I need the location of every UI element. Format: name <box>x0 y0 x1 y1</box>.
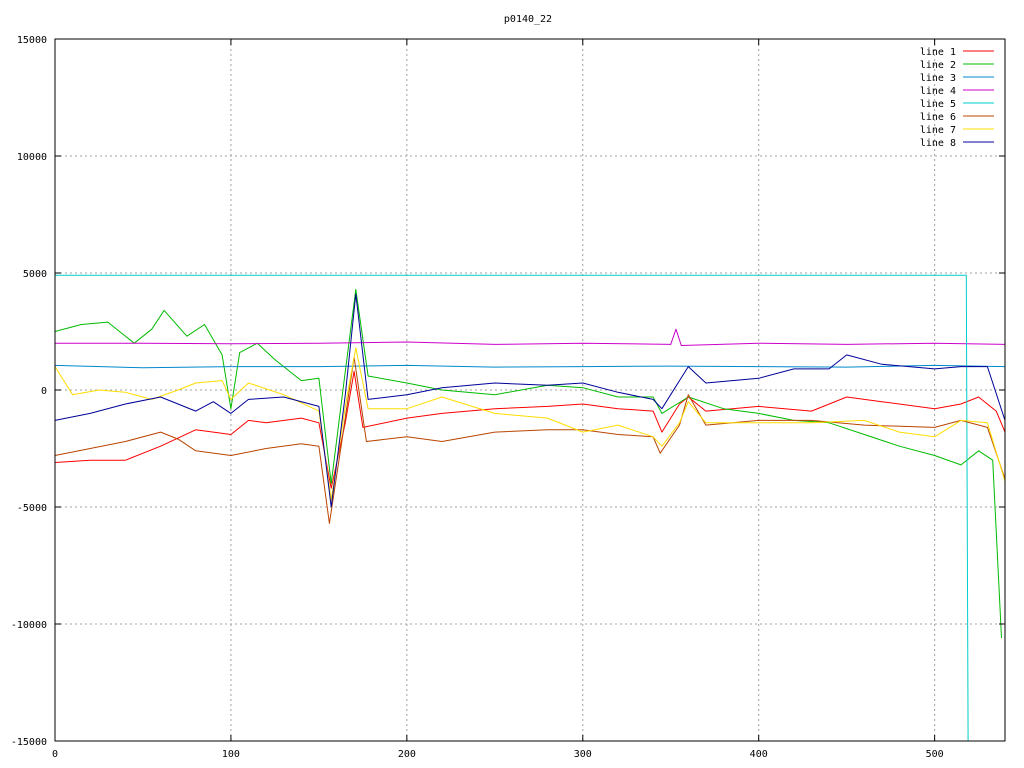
legend-label: line 7 <box>920 125 956 136</box>
series-line-6 <box>54 356 1006 524</box>
legend: line 1 line 2 line 3 line 4 line 5 line 6 line… <box>920 47 994 149</box>
series-line-2 <box>54 288 1002 639</box>
series-line-7 <box>54 347 1006 501</box>
legend-label: line 6 <box>920 112 956 123</box>
legend-label: line 8 <box>920 138 956 149</box>
y-tick-label: 5000 <box>23 269 47 280</box>
x-tick-label: 500 <box>926 749 944 760</box>
series-line-3 <box>54 364 1006 369</box>
x-tick-label: 200 <box>398 749 416 760</box>
y-tick-label: 0 <box>41 386 47 397</box>
y-tick-label: 15000 <box>17 35 47 46</box>
y-tick-label: -5000 <box>17 503 47 514</box>
chart-title: p0140_22 <box>504 14 552 25</box>
series-line-5 <box>55 274 969 742</box>
legend-label: line 1 <box>920 47 956 58</box>
series-group <box>54 274 1006 742</box>
legend-label: line 2 <box>920 60 956 71</box>
axes: 0 100 200 300 400 500 -15000 -10000 -5000 0 5000 10… <box>11 35 1006 760</box>
legend-label: line 4 <box>920 86 956 97</box>
series-line-4 <box>55 328 1006 346</box>
legend-label: line 5 <box>920 99 956 110</box>
x-tick-label: 300 <box>574 749 592 760</box>
y-tick-label: 10000 <box>17 152 47 163</box>
y-tick-label: -10000 <box>11 620 47 631</box>
grid-lines <box>55 39 1005 741</box>
series-line-1 <box>54 370 1006 489</box>
x-tick-label: 0 <box>52 749 58 760</box>
y-tick-label: -15000 <box>11 737 47 748</box>
x-tick-label: 100 <box>222 749 240 760</box>
x-tick-label: 400 <box>750 749 768 760</box>
series-line-8 <box>54 293 1006 508</box>
legend-label: line 3 <box>920 73 956 84</box>
